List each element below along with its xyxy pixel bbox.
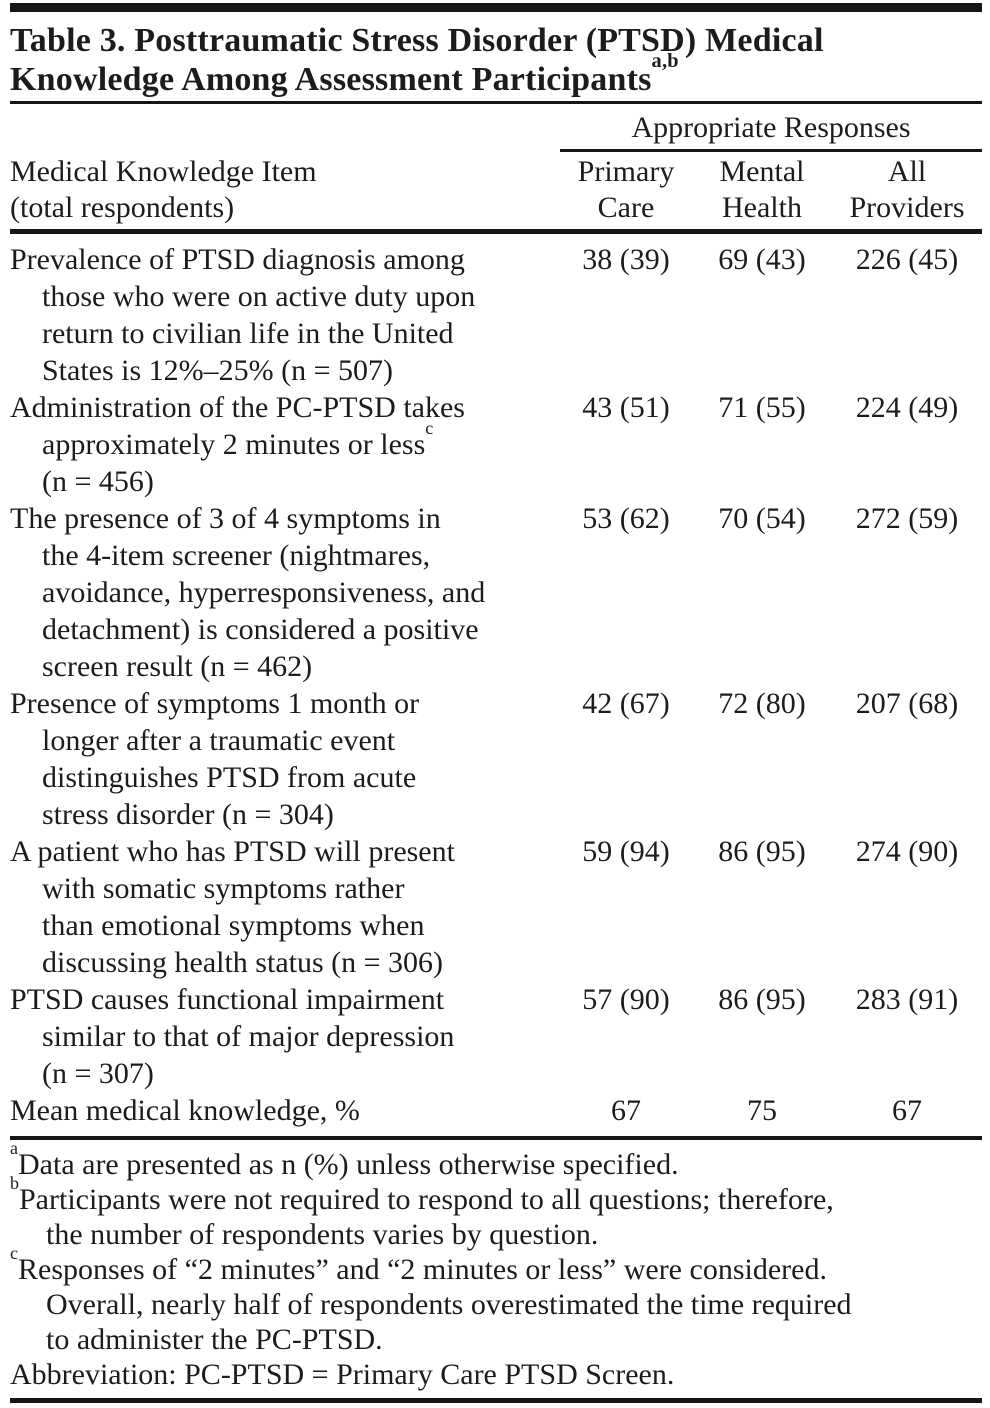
column-group: Appropriate Responses Primary Care Menta…: [560, 104, 982, 229]
item-line: (n = 456): [42, 465, 154, 498]
value-primary-care: 59 (94): [582, 835, 670, 868]
item-line: approximately 2 minutes or lessc: [42, 417, 434, 461]
stub-header-line2: (total respondents): [10, 191, 235, 224]
item-line: screen result (n = 462): [42, 650, 313, 683]
item-line: those who were on active duty upon: [42, 280, 476, 313]
value-mental-health: 86 (95): [718, 983, 806, 1016]
footnote-marker-c: c: [10, 1243, 18, 1263]
value-primary-care: 42 (67): [582, 687, 670, 720]
title-separator-rule: [10, 101, 982, 104]
table-title-line2: Knowledge Among Assessment Participantsa…: [10, 50, 679, 98]
value-all-providers: 226 (45): [855, 243, 959, 276]
footnote-c: cResponses of “2 minutes” and “2 minutes…: [10, 1243, 827, 1286]
item-line: discussing health status (n = 306): [42, 946, 444, 979]
row-item: Presence of symptoms 1 month or longer a…: [10, 685, 560, 833]
value-all-providers: 283 (91): [855, 983, 959, 1016]
value-primary-care: 53 (62): [582, 502, 670, 535]
table-row: Presence of symptoms 1 month or longer a…: [10, 685, 982, 833]
item-line: The presence of 3 of 4 symptoms in: [10, 502, 441, 535]
stub-header-line1: Medical Knowledge Item: [10, 155, 317, 188]
value-primary-care: 67: [611, 1094, 641, 1127]
item-line: States is 12%–25% (n = 507): [42, 354, 394, 387]
item-line: avoidance, hyperresponsiveness, and: [42, 576, 486, 609]
footnote-marker-b: b: [10, 1173, 19, 1193]
column-header-primary-care: Primary Care: [577, 155, 675, 224]
value-all-providers: 272 (59): [855, 502, 959, 535]
footnote-c-line2: Overall, nearly half of respondents over…: [46, 1288, 852, 1321]
column-spanner: Appropriate Responses: [560, 104, 982, 152]
item-line: A patient who has PTSD will present: [10, 835, 455, 868]
item-line: PTSD causes functional impairment: [10, 983, 445, 1016]
item-line: than emotional symptoms when: [42, 909, 425, 942]
footnote-a: aData are presented as n (%) unless othe…: [10, 1138, 679, 1181]
abbreviation-note: Abbreviation: PC-PTSD = Primary Care PTS…: [10, 1358, 675, 1391]
item-line: longer after a traumatic event: [42, 724, 396, 757]
value-all-providers: 207 (68): [855, 687, 959, 720]
table-title: Table 3. Posttraumatic Stress Disorder (…: [10, 12, 982, 101]
row-item: A patient who has PTSD will present with…: [10, 833, 560, 981]
table-row: PTSD causes functional impairment simila…: [10, 981, 982, 1092]
table-row: The presence of 3 of 4 symptoms in the 4…: [10, 500, 982, 685]
table-row: Administration of the PC-PTSD takes appr…: [10, 389, 982, 500]
value-all-providers: 224 (49): [855, 391, 959, 424]
footnote-b-line2: the number of respondents varies by ques…: [46, 1218, 599, 1251]
body-footnote-rule: [10, 1136, 982, 1140]
item-line: detachment) is considered a positive: [42, 613, 479, 646]
value-all-providers: 67: [892, 1094, 922, 1127]
value-primary-care: 43 (51): [582, 391, 670, 424]
item-line: return to civilian life in the United: [42, 317, 454, 350]
value-mental-health: 69 (43): [718, 243, 806, 276]
value-mental-health: 70 (54): [718, 502, 806, 535]
row-item: Prevalence of PTSD diagnosis among those…: [10, 241, 560, 389]
value-mental-health: 75: [747, 1094, 777, 1127]
row-item: PTSD causes functional impairment simila…: [10, 981, 560, 1092]
footnote-c-line3: to administer the PC-PTSD.: [46, 1323, 383, 1356]
item-line: with somatic symptoms rather: [42, 872, 405, 905]
table-title-line1: Table 3. Posttraumatic Stress Disorder (…: [10, 22, 824, 59]
footnote-ref-c: c: [425, 417, 434, 438]
value-all-providers: 274 (90): [855, 835, 959, 868]
item-line: Administration of the PC-PTSD takes: [10, 391, 465, 424]
footnotes: aData are presented as n (%) unless othe…: [10, 1138, 982, 1398]
table-body: Prevalence of PTSD diagnosis among those…: [10, 234, 982, 1136]
value-mental-health: 86 (95): [718, 835, 806, 868]
item-line: similar to that of major depression: [42, 1020, 455, 1053]
value-mental-health: 72 (80): [718, 687, 806, 720]
top-rule: [10, 3, 982, 12]
column-header-mental-health: Mental Health: [719, 155, 805, 224]
item-line: Mean medical knowledge, %: [10, 1094, 360, 1127]
row-item: Administration of the PC-PTSD takes appr…: [10, 389, 560, 500]
row-item: The presence of 3 of 4 symptoms in the 4…: [10, 500, 560, 685]
item-line: distinguishes PTSD from acute: [42, 761, 417, 794]
item-line: the 4-item screener (nightmares,: [42, 539, 431, 572]
item-line: Presence of symptoms 1 month or: [10, 687, 420, 720]
table-row: Prevalence of PTSD diagnosis among those…: [10, 241, 982, 389]
title-footnote-marker: a,b: [651, 50, 679, 73]
value-mental-health: 71 (55): [718, 391, 806, 424]
header-rule: [10, 229, 982, 234]
item-line: Prevalence of PTSD diagnosis among: [10, 243, 465, 276]
item-line: (n = 307): [42, 1057, 154, 1090]
footnote-b: bParticipants were not required to respo…: [10, 1173, 834, 1216]
bottom-rule: [10, 1398, 982, 1403]
table-row: A patient who has PTSD will present with…: [10, 833, 982, 981]
footnote-marker-a: a: [10, 1138, 18, 1158]
row-item: Mean medical knowledge, %: [10, 1092, 560, 1129]
stub-header: Medical Knowledge Item (total respondent…: [10, 104, 560, 229]
value-primary-care: 38 (39): [582, 243, 670, 276]
item-line: stress disorder (n = 304): [42, 798, 334, 831]
table-row-mean: Mean medical knowledge, % 67 75 67: [10, 1092, 982, 1129]
table-header: Medical Knowledge Item (total respondent…: [10, 104, 982, 229]
column-header-all-providers: All Providers: [849, 155, 965, 224]
value-primary-care: 57 (90): [582, 983, 670, 1016]
column-labels: Primary Care Mental Health All Providers: [560, 152, 982, 229]
